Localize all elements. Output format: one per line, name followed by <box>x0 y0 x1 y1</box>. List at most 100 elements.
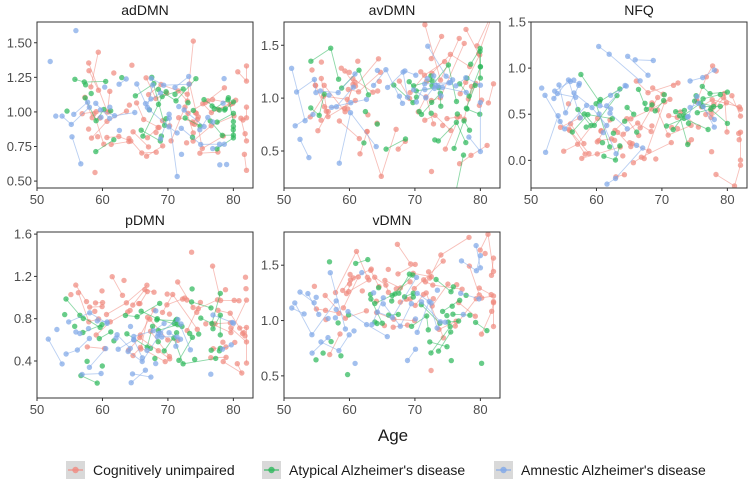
data-point <box>134 314 140 320</box>
data-point <box>490 293 497 299</box>
data-point <box>347 277 354 283</box>
panel-vdmn: vDMN 50 60 70 80 0.5 1.0 1.5 <box>261 212 501 417</box>
data-point <box>383 282 389 288</box>
data-point <box>634 129 640 135</box>
data-point <box>478 360 485 366</box>
data-point <box>151 289 157 295</box>
data-point <box>210 145 216 152</box>
data-point <box>82 82 89 88</box>
data-point <box>429 99 435 106</box>
data-point <box>128 380 134 386</box>
data-point <box>708 149 715 155</box>
x-tick-label: 70 <box>408 402 422 417</box>
data-point <box>175 279 181 285</box>
data-point <box>628 116 634 122</box>
data-point <box>161 348 167 354</box>
data-point <box>203 321 209 327</box>
data-point <box>126 102 133 108</box>
data-point <box>440 122 446 129</box>
data-point <box>318 75 324 82</box>
data-point <box>208 371 214 377</box>
data-point <box>243 297 250 303</box>
data-point <box>338 353 344 359</box>
data-point <box>456 35 462 42</box>
subject-trajectory <box>429 341 448 348</box>
data-point <box>709 97 715 103</box>
data-point <box>305 290 311 297</box>
subject-trajectory <box>557 93 576 98</box>
data-point <box>127 323 134 330</box>
data-point <box>359 269 365 276</box>
data-point <box>477 111 483 117</box>
data-point <box>422 86 428 93</box>
data-point <box>309 350 315 356</box>
data-point <box>433 276 439 283</box>
subject-trajectory <box>111 276 123 296</box>
data-point <box>395 271 401 277</box>
data-point <box>223 161 230 168</box>
data-point <box>85 325 92 332</box>
data-point <box>491 9 496 14</box>
data-point <box>94 380 100 386</box>
data-point <box>607 92 614 99</box>
data-point <box>172 84 178 91</box>
data-point <box>336 347 342 354</box>
data-point <box>411 83 417 89</box>
y-tick-label: 1.0 <box>261 313 279 328</box>
subject-trajectory <box>310 47 340 80</box>
data-point <box>450 311 456 317</box>
data-point <box>699 83 705 90</box>
data-point <box>190 107 196 114</box>
data-point <box>378 173 384 179</box>
data-point <box>243 63 250 69</box>
data-point <box>71 111 77 118</box>
data-point <box>446 80 452 86</box>
scatter-area <box>47 27 250 180</box>
data-point <box>596 111 602 117</box>
data-point <box>389 298 395 304</box>
data-point <box>108 329 114 335</box>
subject-trajectory <box>227 97 234 122</box>
data-point <box>210 312 216 318</box>
data-point <box>476 285 482 291</box>
x-tick-label: 60 <box>95 402 109 417</box>
data-point <box>432 226 437 231</box>
data-point <box>134 81 140 87</box>
data-point <box>230 132 237 138</box>
data-point <box>121 277 127 284</box>
data-point <box>368 266 374 272</box>
data-point <box>661 92 667 98</box>
x-tick-label: 80 <box>720 192 734 207</box>
data-point <box>414 329 420 335</box>
data-point <box>149 323 156 329</box>
data-point <box>444 115 450 122</box>
data-point <box>413 99 420 105</box>
data-point <box>650 57 656 64</box>
data-point <box>95 87 102 93</box>
data-point <box>238 115 244 121</box>
data-point <box>114 332 120 338</box>
data-point <box>370 290 377 296</box>
data-point <box>452 323 458 329</box>
y-tick-label: 0.0 <box>508 153 526 168</box>
scatter-area <box>289 226 497 378</box>
data-point <box>655 94 661 101</box>
subject-trajectory <box>71 136 82 164</box>
subject-trajectory <box>47 338 63 365</box>
subject-trajectory <box>710 102 727 118</box>
data-point <box>221 75 227 82</box>
data-point <box>428 55 434 62</box>
data-point <box>539 85 545 91</box>
subject-trajectory <box>430 326 451 354</box>
data-point <box>418 111 425 118</box>
data-point <box>157 90 164 96</box>
data-point <box>597 103 603 109</box>
data-point <box>98 114 104 120</box>
data-point <box>410 294 416 300</box>
data-point <box>630 160 637 166</box>
data-point <box>86 335 93 342</box>
data-point <box>438 93 444 99</box>
data-point <box>148 96 154 102</box>
data-point <box>574 141 581 147</box>
y-tick-label: 1.0 <box>508 61 526 76</box>
